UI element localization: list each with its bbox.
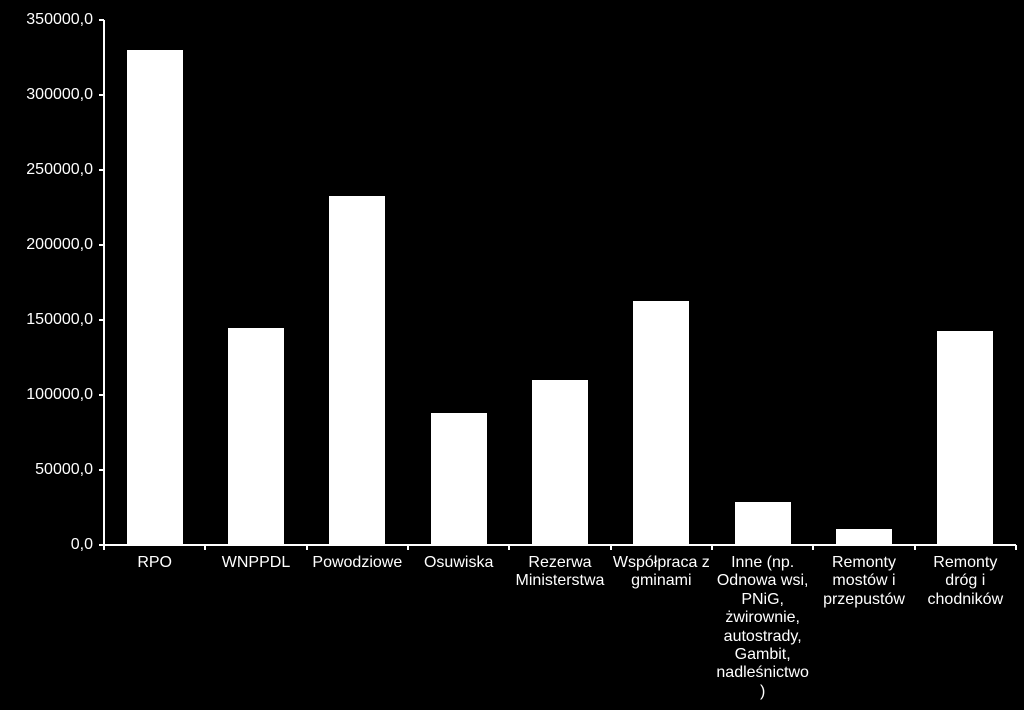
- bar: [431, 413, 487, 545]
- bar: [329, 196, 385, 546]
- x-tick-label: RPO: [106, 554, 203, 572]
- y-tick-label: 350000,0: [0, 11, 93, 29]
- x-tick-label: Osuwiska: [410, 554, 507, 572]
- x-tick: [204, 545, 206, 550]
- y-tick-label: 250000,0: [0, 161, 93, 179]
- y-tick: [99, 169, 104, 171]
- bar: [633, 301, 689, 546]
- x-tick-label: Remonty mostów i przepustów: [815, 554, 912, 609]
- bar: [735, 502, 791, 546]
- y-tick: [99, 319, 104, 321]
- y-tick: [99, 469, 104, 471]
- y-tick-label: 150000,0: [0, 311, 93, 329]
- x-tick: [306, 545, 308, 550]
- bar: [836, 529, 892, 546]
- y-tick: [99, 94, 104, 96]
- x-tick-label: Inne (np. Odnowa wsi, PNiG, żwirownie, a…: [714, 554, 811, 701]
- x-tick: [914, 545, 916, 550]
- x-tick-label: Remonty dróg i chodników: [917, 554, 1014, 609]
- x-tick: [1015, 545, 1017, 550]
- bar-chart: 0,0 50000,0 100000,0 150000,0 200000,0 250000…: [0, 0, 1024, 710]
- y-tick-label: 50000,0: [0, 461, 93, 479]
- x-tick: [103, 545, 105, 550]
- x-tick: [508, 545, 510, 550]
- y-tick: [99, 19, 104, 21]
- bar: [127, 50, 183, 545]
- y-tick-label: 100000,0: [0, 386, 93, 404]
- y-tick: [99, 244, 104, 246]
- x-tick-label: Rezerwa Ministerstwa: [511, 554, 608, 591]
- y-axis: [103, 20, 105, 545]
- x-tick: [610, 545, 612, 550]
- x-tick-label: WNPPDL: [207, 554, 304, 572]
- bar: [532, 380, 588, 545]
- x-tick: [407, 545, 409, 550]
- x-tick: [711, 545, 713, 550]
- x-tick: [812, 545, 814, 550]
- y-tick-label: 200000,0: [0, 236, 93, 254]
- x-tick-label: Powodziowe: [309, 554, 406, 572]
- bar: [228, 328, 284, 546]
- x-tick-label: Współpraca z gminami: [613, 554, 710, 591]
- y-tick-label: 300000,0: [0, 86, 93, 104]
- y-tick-label: 0,0: [0, 536, 93, 554]
- y-tick: [99, 394, 104, 396]
- bar: [937, 331, 993, 546]
